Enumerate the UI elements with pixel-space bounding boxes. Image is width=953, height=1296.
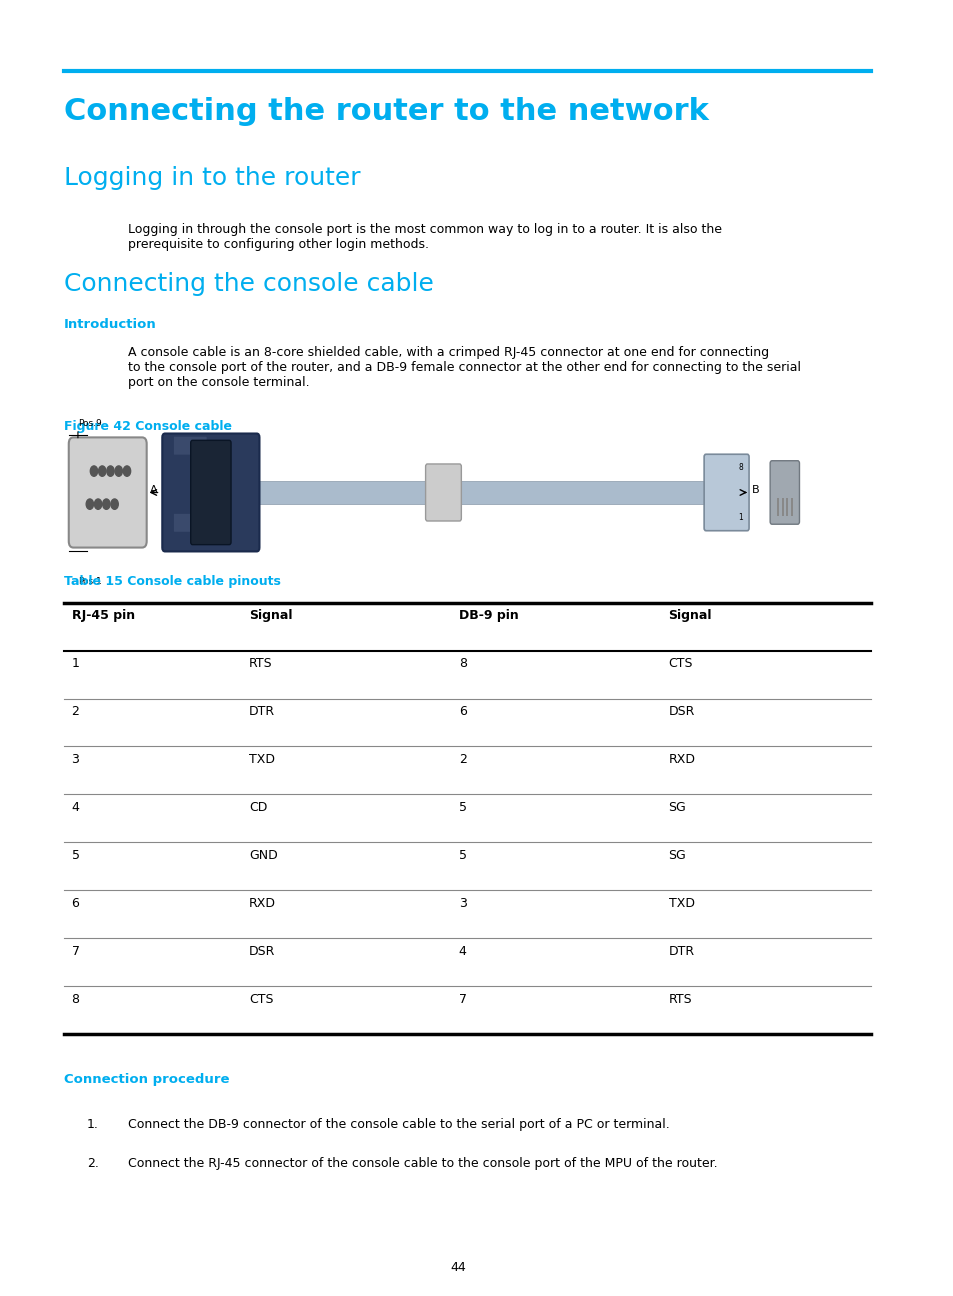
Text: 8: 8 bbox=[738, 463, 742, 472]
Text: CTS: CTS bbox=[249, 993, 274, 1006]
Text: 5: 5 bbox=[458, 849, 466, 862]
Text: Logging in through the console port is the most common way to log in to a router: Logging in through the console port is t… bbox=[129, 223, 721, 251]
Text: 2: 2 bbox=[458, 753, 466, 766]
Text: 44: 44 bbox=[450, 1261, 466, 1274]
Text: RTS: RTS bbox=[668, 993, 692, 1006]
Bar bbox=[781, 499, 782, 516]
FancyBboxPatch shape bbox=[173, 513, 207, 533]
Bar bbox=[790, 499, 792, 516]
Text: 2: 2 bbox=[71, 705, 79, 718]
Text: Introduction: Introduction bbox=[64, 318, 156, 330]
Text: Pos.1: Pos.1 bbox=[78, 577, 102, 586]
Text: DTR: DTR bbox=[668, 945, 694, 958]
Circle shape bbox=[94, 499, 102, 509]
Text: Signal: Signal bbox=[668, 609, 711, 622]
Text: A: A bbox=[150, 485, 157, 495]
Text: SG: SG bbox=[668, 801, 685, 814]
FancyBboxPatch shape bbox=[69, 438, 147, 547]
Text: Logging in to the router: Logging in to the router bbox=[64, 166, 360, 191]
FancyBboxPatch shape bbox=[162, 434, 259, 552]
Text: 1.: 1. bbox=[87, 1118, 99, 1131]
Text: DTR: DTR bbox=[249, 705, 274, 718]
Text: A console cable is an 8-core shielded cable, with a crimped RJ-45 connector at o: A console cable is an 8-core shielded ca… bbox=[129, 346, 801, 389]
Text: DSR: DSR bbox=[249, 945, 275, 958]
Text: Connect the DB-9 connector of the console cable to the serial port of a PC or te: Connect the DB-9 connector of the consol… bbox=[129, 1118, 669, 1131]
Text: RTS: RTS bbox=[249, 657, 273, 670]
FancyBboxPatch shape bbox=[173, 435, 207, 455]
Circle shape bbox=[86, 499, 93, 509]
Text: Connection procedure: Connection procedure bbox=[64, 1073, 230, 1086]
Text: B: B bbox=[751, 485, 759, 495]
Circle shape bbox=[123, 465, 131, 476]
Text: 5: 5 bbox=[71, 849, 79, 862]
Text: DB-9 pin: DB-9 pin bbox=[458, 609, 518, 622]
Text: 6: 6 bbox=[458, 705, 466, 718]
Text: 4: 4 bbox=[71, 801, 79, 814]
Text: 5: 5 bbox=[458, 801, 466, 814]
FancyBboxPatch shape bbox=[703, 455, 748, 531]
Text: RXD: RXD bbox=[668, 753, 695, 766]
Text: 7: 7 bbox=[458, 993, 466, 1006]
Text: 6: 6 bbox=[71, 897, 79, 910]
Text: 8: 8 bbox=[71, 993, 79, 1006]
Text: Connect the RJ-45 connector of the console cable to the console port of the MPU : Connect the RJ-45 connector of the conso… bbox=[129, 1157, 718, 1170]
Circle shape bbox=[91, 465, 97, 476]
Text: RXD: RXD bbox=[249, 897, 275, 910]
Text: 3: 3 bbox=[458, 897, 466, 910]
Text: 8: 8 bbox=[458, 657, 466, 670]
Text: SG: SG bbox=[668, 849, 685, 862]
Text: CD: CD bbox=[249, 801, 267, 814]
Text: GND: GND bbox=[249, 849, 277, 862]
Circle shape bbox=[103, 499, 110, 509]
FancyBboxPatch shape bbox=[256, 481, 705, 504]
Text: 2.: 2. bbox=[87, 1157, 99, 1170]
FancyBboxPatch shape bbox=[425, 464, 461, 521]
Text: 3: 3 bbox=[71, 753, 79, 766]
Bar bbox=[777, 499, 779, 516]
Text: 1: 1 bbox=[71, 657, 79, 670]
Text: Figure 42 Console cable: Figure 42 Console cable bbox=[64, 420, 232, 433]
FancyBboxPatch shape bbox=[769, 461, 799, 524]
FancyBboxPatch shape bbox=[191, 441, 231, 544]
Text: Connecting the router to the network: Connecting the router to the network bbox=[64, 97, 708, 126]
Text: 1: 1 bbox=[738, 513, 742, 522]
Circle shape bbox=[98, 465, 106, 476]
Text: 7: 7 bbox=[71, 945, 79, 958]
Text: Signal: Signal bbox=[249, 609, 293, 622]
Text: Pos.9: Pos.9 bbox=[78, 419, 102, 428]
Text: Table 15 Console cable pinouts: Table 15 Console cable pinouts bbox=[64, 575, 281, 588]
Text: CTS: CTS bbox=[668, 657, 692, 670]
Text: Connecting the console cable: Connecting the console cable bbox=[64, 272, 434, 297]
Bar bbox=[785, 499, 787, 516]
Text: TXD: TXD bbox=[249, 753, 274, 766]
Text: TXD: TXD bbox=[668, 897, 694, 910]
Circle shape bbox=[115, 465, 122, 476]
Circle shape bbox=[111, 499, 118, 509]
Text: DSR: DSR bbox=[668, 705, 694, 718]
Circle shape bbox=[107, 465, 114, 476]
Text: RJ-45 pin: RJ-45 pin bbox=[71, 609, 134, 622]
Text: 4: 4 bbox=[458, 945, 466, 958]
